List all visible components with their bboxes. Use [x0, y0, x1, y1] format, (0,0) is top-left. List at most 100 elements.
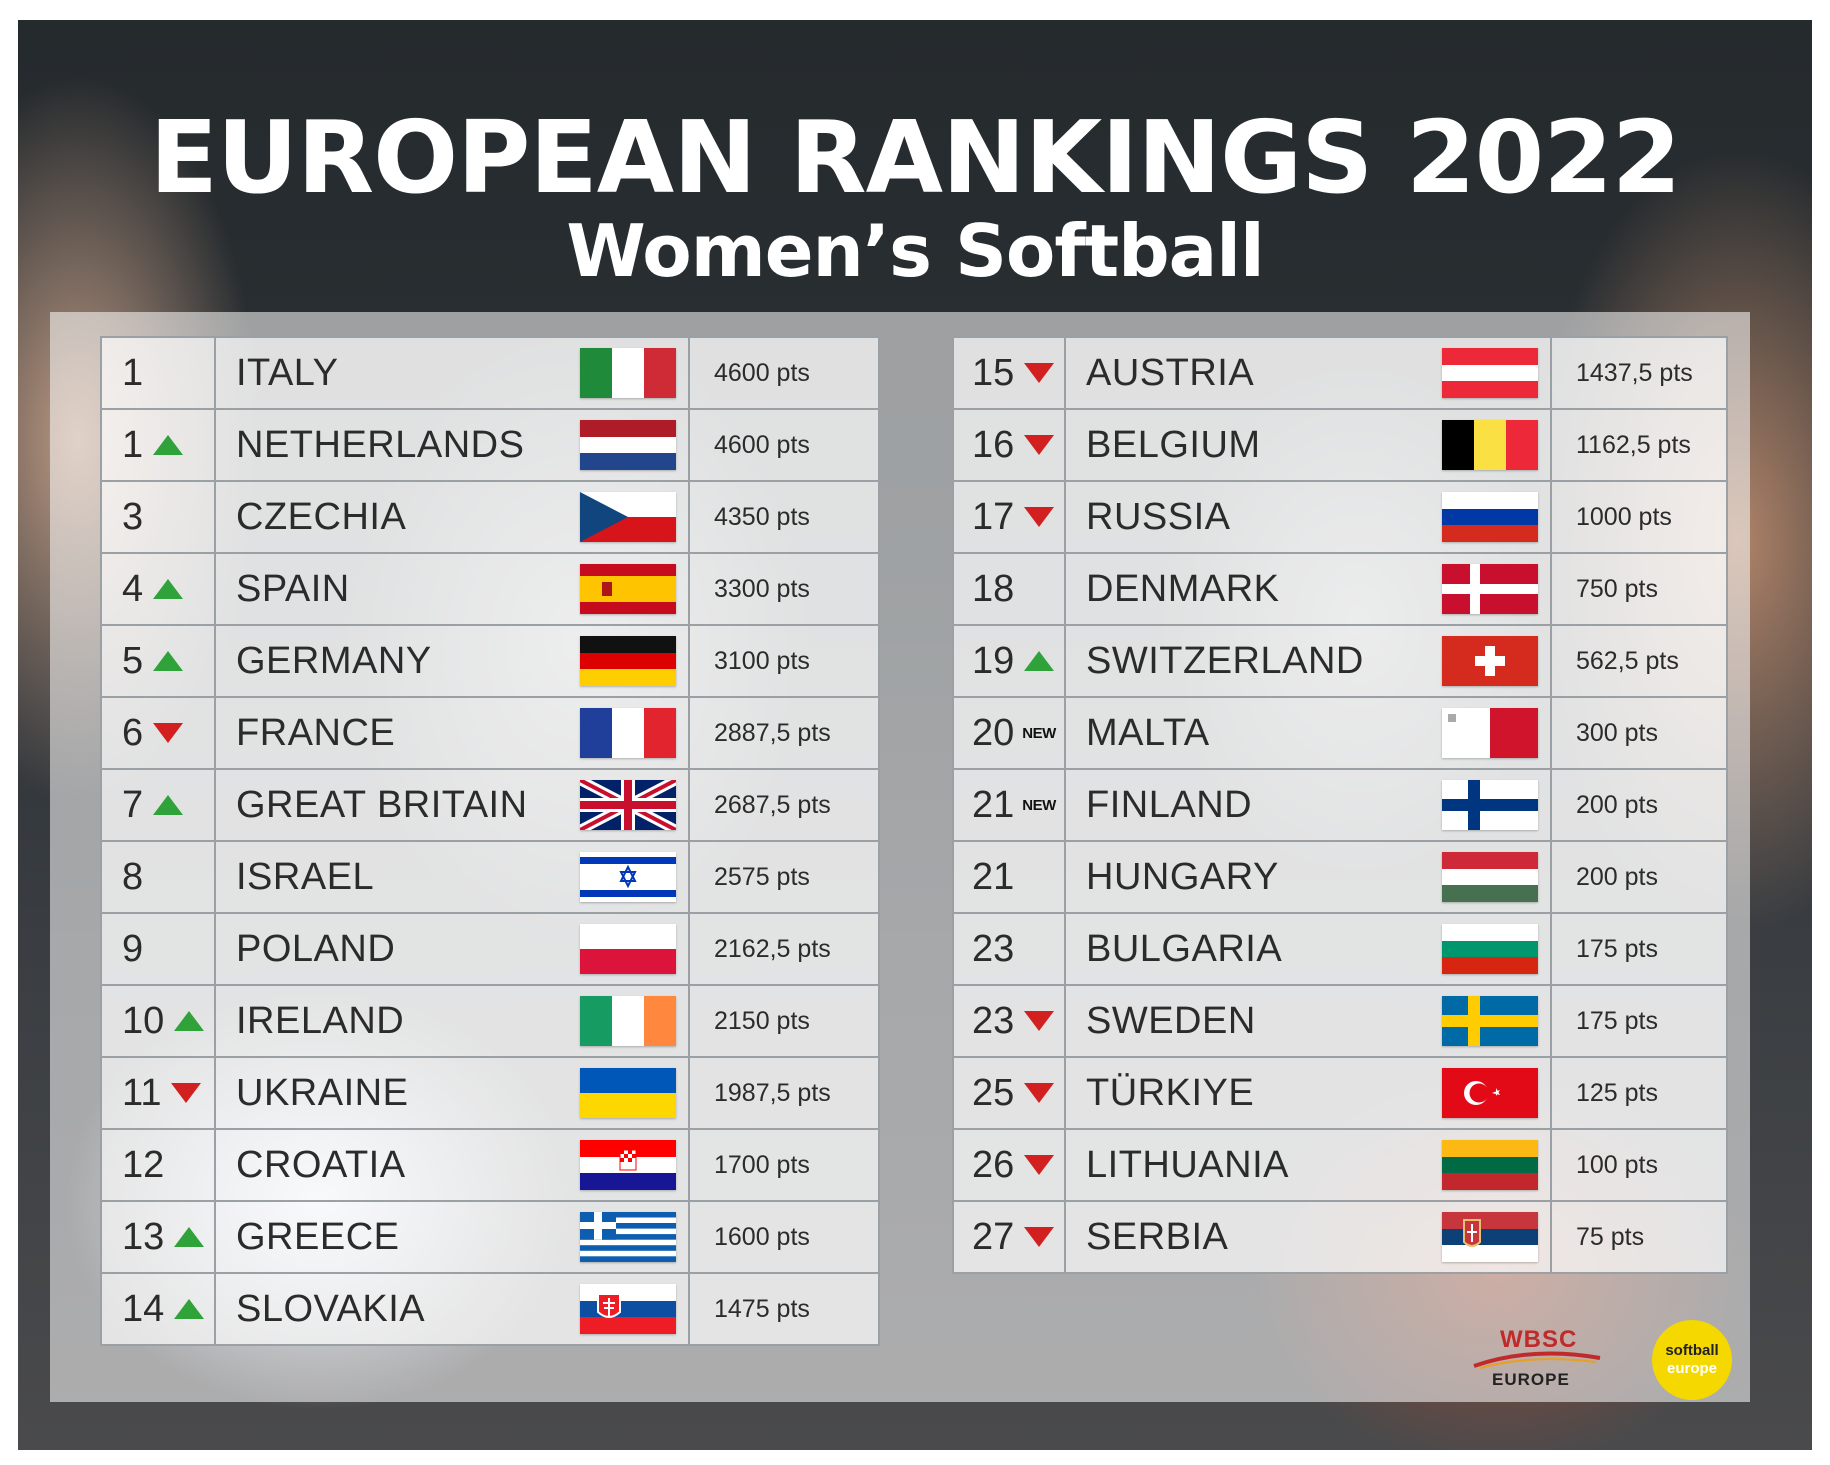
- rank-number: 19: [972, 639, 1015, 682]
- germany-flag: [580, 636, 676, 686]
- rank-down-icon: [169, 1081, 203, 1105]
- rank-number: 12: [122, 1143, 165, 1186]
- rank-up-icon: [1022, 649, 1056, 673]
- rank-cell: 15: [954, 338, 1066, 408]
- rank-number: 1: [122, 351, 144, 394]
- country-cell: BULGARIA: [1066, 914, 1552, 984]
- table-row: 12 CROATIA 1700 pts: [100, 1130, 880, 1202]
- greece-flag: [580, 1212, 676, 1262]
- france-flag: [580, 708, 676, 758]
- rank-up-icon: [151, 433, 185, 457]
- points-cell: 2687,5 pts: [690, 770, 878, 840]
- points-cell: 4350 pts: [690, 482, 878, 552]
- table-row: 4 SPAIN 3300 pts: [100, 554, 880, 626]
- points-value: 200 pts: [1576, 862, 1659, 891]
- rank-cell: 9: [102, 914, 216, 984]
- rank-number: 11: [122, 1071, 162, 1114]
- country-cell: ITALY: [216, 338, 690, 408]
- rank-up-icon: [172, 1297, 206, 1321]
- points-value: 1475 pts: [714, 1294, 810, 1323]
- country-cell: HUNGARY: [1066, 842, 1552, 912]
- country-name: SWEDEN: [1086, 999, 1256, 1042]
- country-name: BELGIUM: [1086, 423, 1261, 466]
- rank-number: 17: [972, 495, 1015, 538]
- austria-flag: [1442, 348, 1538, 398]
- new-entry-badge: NEW: [1022, 796, 1056, 814]
- table-row: 8 ISRAEL 2575 pts: [100, 842, 880, 914]
- rankings-table-right: 15 AUSTRIA 1437,5 pts 16 BELGIUM 1162,5 pts 17…: [952, 336, 1728, 1274]
- points-cell: 1437,5 pts: [1552, 338, 1726, 408]
- rank-cell: 7: [102, 770, 216, 840]
- rank-down-icon: [151, 721, 185, 745]
- country-name: NETHERLANDS: [236, 423, 525, 466]
- points-cell: 4600 pts: [690, 410, 878, 480]
- wbsc-logo-bottom: EUROPE: [1492, 1370, 1570, 1389]
- softball-logo-line2: europe: [1666, 1360, 1717, 1377]
- table-row: 19 SWITZERLAND 562,5 pts: [952, 626, 1728, 698]
- rank-cell: 21 NEW: [954, 770, 1066, 840]
- bulgaria-flag: [1442, 924, 1538, 974]
- points-cell: 125 pts: [1552, 1058, 1726, 1128]
- rank-number: 1: [122, 423, 144, 466]
- country-cell: NETHERLANDS: [216, 410, 690, 480]
- rank-number: 16: [972, 423, 1015, 466]
- country-cell: CZECHIA: [216, 482, 690, 552]
- points-value: 1987,5 pts: [714, 1078, 831, 1107]
- rank-number: 6: [122, 711, 144, 754]
- points-cell: 4600 pts: [690, 338, 878, 408]
- points-cell: 1475 pts: [690, 1274, 878, 1344]
- rank-cell: 18: [954, 554, 1066, 624]
- points-value: 1700 pts: [714, 1150, 810, 1179]
- sponsor-logos: WBSC EUROPE softball europe: [1462, 1320, 1752, 1400]
- softball-logo-line1: softball: [1665, 1342, 1719, 1359]
- table-row: 10 IRELAND 2150 pts: [100, 986, 880, 1058]
- table-row: 6 FRANCE 2887,5 pts: [100, 698, 880, 770]
- rank-cell: 1: [102, 410, 216, 480]
- country-name: RUSSIA: [1086, 495, 1231, 538]
- rank-cell: 8: [102, 842, 216, 912]
- country-cell: GREAT BRITAIN: [216, 770, 690, 840]
- points-cell: 2887,5 pts: [690, 698, 878, 768]
- table-row: 17 RUSSIA 1000 pts: [952, 482, 1728, 554]
- great-britain-flag: [580, 780, 676, 830]
- rank-cell: 17: [954, 482, 1066, 552]
- rank-number: 13: [122, 1215, 165, 1258]
- rank-up-icon: [151, 577, 185, 601]
- points-value: 1600 pts: [714, 1222, 810, 1251]
- ireland-flag: [580, 996, 676, 1046]
- country-name: FRANCE: [236, 711, 396, 754]
- table-row: 5 GERMANY 3100 pts: [100, 626, 880, 698]
- table-row: 20 NEW MALTA 300 pts: [952, 698, 1728, 770]
- points-cell: 2150 pts: [690, 986, 878, 1056]
- rank-down-icon: [1022, 1153, 1056, 1177]
- points-value: 2150 pts: [714, 1006, 810, 1035]
- rank-number: 20: [972, 711, 1015, 754]
- points-cell: 3100 pts: [690, 626, 878, 696]
- country-name: FINLAND: [1086, 783, 1253, 826]
- points-value: 4600 pts: [714, 358, 810, 387]
- country-name: GREAT BRITAIN: [236, 783, 528, 826]
- lithuania-flag: [1442, 1140, 1538, 1190]
- country-cell: SPAIN: [216, 554, 690, 624]
- rank-cell: 21: [954, 842, 1066, 912]
- rank-down-icon: [1022, 1225, 1056, 1249]
- slovakia-flag: [580, 1284, 676, 1334]
- points-value: 750 pts: [1576, 574, 1659, 603]
- country-cell: FRANCE: [216, 698, 690, 768]
- country-name: MALTA: [1086, 711, 1210, 754]
- rank-cell: 23: [954, 986, 1066, 1056]
- rank-cell: 23: [954, 914, 1066, 984]
- table-row: 21 HUNGARY 200 pts: [952, 842, 1728, 914]
- points-value: 2887,5 pts: [714, 718, 831, 747]
- table-row: 1 NETHERLANDS 4600 pts: [100, 410, 880, 482]
- points-value: 1000 pts: [1576, 502, 1672, 531]
- points-cell: 1000 pts: [1552, 482, 1726, 552]
- country-name: UKRAINE: [236, 1071, 409, 1114]
- country-name: CZECHIA: [236, 495, 407, 538]
- country-cell: GREECE: [216, 1202, 690, 1272]
- country-name: SLOVAKIA: [236, 1287, 426, 1330]
- country-cell: ISRAEL: [216, 842, 690, 912]
- country-cell: LITHUANIA: [1066, 1130, 1552, 1200]
- turkiye-flag: [1442, 1068, 1538, 1118]
- rank-number: 10: [122, 999, 165, 1042]
